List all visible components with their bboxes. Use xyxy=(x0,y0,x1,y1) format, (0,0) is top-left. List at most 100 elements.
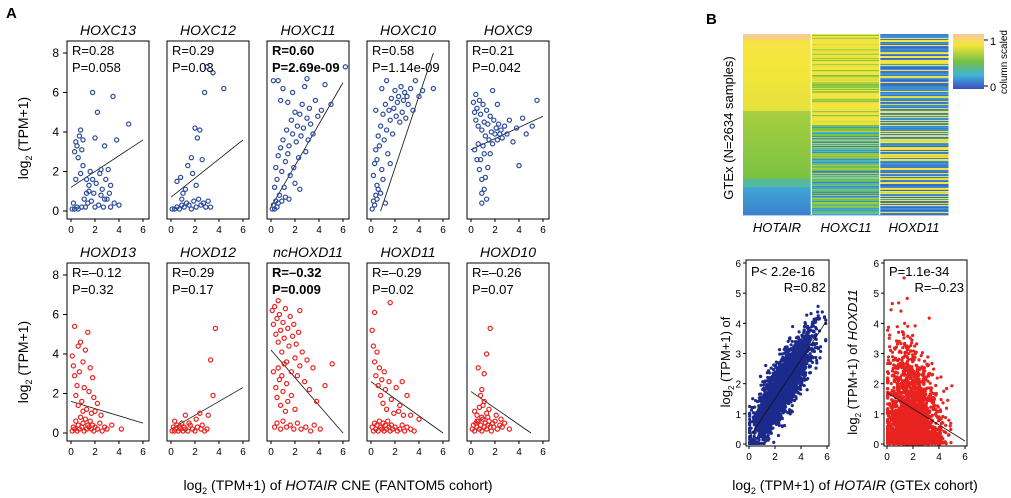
data-point xyxy=(504,131,510,137)
data-point xyxy=(75,402,81,409)
data-point xyxy=(387,160,393,167)
stats-text: P=0.009 xyxy=(272,282,321,297)
data-point xyxy=(529,123,535,129)
data-point xyxy=(404,93,410,100)
data-point xyxy=(76,369,83,375)
data-point xyxy=(87,418,93,424)
data-point xyxy=(381,137,387,143)
data-point xyxy=(274,420,280,426)
data-point xyxy=(279,373,285,379)
panel-a-scatter-grid: HOXC13 R=0.28 P=0.058 0 2 4 6 0 2 4 6 8 HOXC12 R=0.29… xyxy=(52,22,550,458)
data-point xyxy=(400,412,407,418)
y-tick-label: 1 xyxy=(735,410,741,421)
stats-text: P=0.03 xyxy=(172,60,214,75)
data-point xyxy=(471,408,478,414)
data-point xyxy=(287,172,293,179)
x-tick-label: 6 xyxy=(140,225,146,236)
x-tick-label: 0 xyxy=(68,447,74,458)
panel-a-label: A xyxy=(6,5,17,22)
data-point xyxy=(180,190,186,196)
data-point xyxy=(186,202,192,208)
data-point xyxy=(388,95,395,102)
data-point xyxy=(383,406,390,412)
y-tick-label: 0 xyxy=(52,426,59,440)
y-tick-label: 2 xyxy=(873,380,879,391)
trend-line xyxy=(748,320,828,439)
data-point xyxy=(271,424,278,430)
stats-text: P=0.042 xyxy=(472,60,521,75)
data-point xyxy=(301,378,308,385)
data-point xyxy=(94,109,101,115)
data-point xyxy=(286,143,292,149)
x-tick-label: 0 xyxy=(68,225,74,236)
data-point xyxy=(193,416,199,422)
data-point xyxy=(83,176,90,183)
data-point xyxy=(111,200,117,206)
data-point xyxy=(74,382,80,389)
y-tick-label: 6 xyxy=(52,86,59,100)
stats-text: R=–0.26 xyxy=(472,265,522,280)
data-point xyxy=(473,91,479,98)
trend-line xyxy=(270,349,344,434)
data-point xyxy=(269,307,275,314)
scatter-panel-title: HOXD13 xyxy=(80,244,136,260)
data-point xyxy=(488,428,495,434)
data-point xyxy=(494,137,501,143)
x-tick-label: 4 xyxy=(216,447,222,458)
data-point xyxy=(99,186,105,192)
data-point xyxy=(71,373,78,379)
data-point xyxy=(191,198,197,204)
data-point xyxy=(403,115,409,121)
data-point xyxy=(376,143,383,149)
y-tick-label: 6 xyxy=(52,308,59,322)
data-point xyxy=(294,123,301,129)
data-point xyxy=(295,154,302,161)
data-point xyxy=(317,426,323,432)
data-point xyxy=(486,406,492,412)
data-point xyxy=(373,107,379,113)
data-point xyxy=(386,107,392,113)
data-point xyxy=(274,176,280,183)
colorbar-title: column scaled xyxy=(999,30,1010,94)
data-point xyxy=(201,89,208,96)
data-point xyxy=(277,145,284,151)
data-point xyxy=(315,113,321,119)
panel-b-label: B xyxy=(706,11,717,28)
data-point xyxy=(401,428,408,434)
data-point xyxy=(182,186,189,192)
data-point xyxy=(283,380,290,387)
data-point xyxy=(305,137,311,143)
data-point xyxy=(480,101,486,108)
data-point xyxy=(485,164,491,171)
data-point xyxy=(483,196,490,202)
data-point xyxy=(294,373,301,379)
scatter-panel-2: HOXC11 R=0.60 P=2.69e-09 0 2 4 6 xyxy=(266,22,350,236)
data-point xyxy=(282,158,289,165)
x-tick-label: 2 xyxy=(392,447,398,458)
data-point xyxy=(273,384,279,391)
data-point xyxy=(185,428,191,434)
data-point xyxy=(89,375,96,381)
plot-frame xyxy=(166,40,250,220)
data-point xyxy=(270,77,277,84)
data-point xyxy=(70,363,77,369)
data-point xyxy=(388,396,395,403)
x-tick-label: 4 xyxy=(516,225,522,236)
data-point xyxy=(304,357,310,363)
data-point xyxy=(80,420,86,426)
data-point xyxy=(285,151,291,157)
plot-frame xyxy=(266,40,350,220)
data-point xyxy=(71,149,78,155)
data-point xyxy=(399,378,405,385)
data-point xyxy=(98,412,104,418)
data-point xyxy=(377,392,384,399)
stats-text: R=0.29 xyxy=(172,43,214,58)
data-point xyxy=(74,143,80,149)
data-point xyxy=(276,311,283,318)
trend-line xyxy=(70,139,144,188)
data-point xyxy=(475,141,481,147)
scatter-panel-0: HOXC13 R=0.28 P=0.058 0 2 4 6 0 2 4 6 8 xyxy=(52,22,150,236)
data-point xyxy=(298,133,304,139)
data-point xyxy=(299,101,305,108)
data-point xyxy=(481,371,487,377)
